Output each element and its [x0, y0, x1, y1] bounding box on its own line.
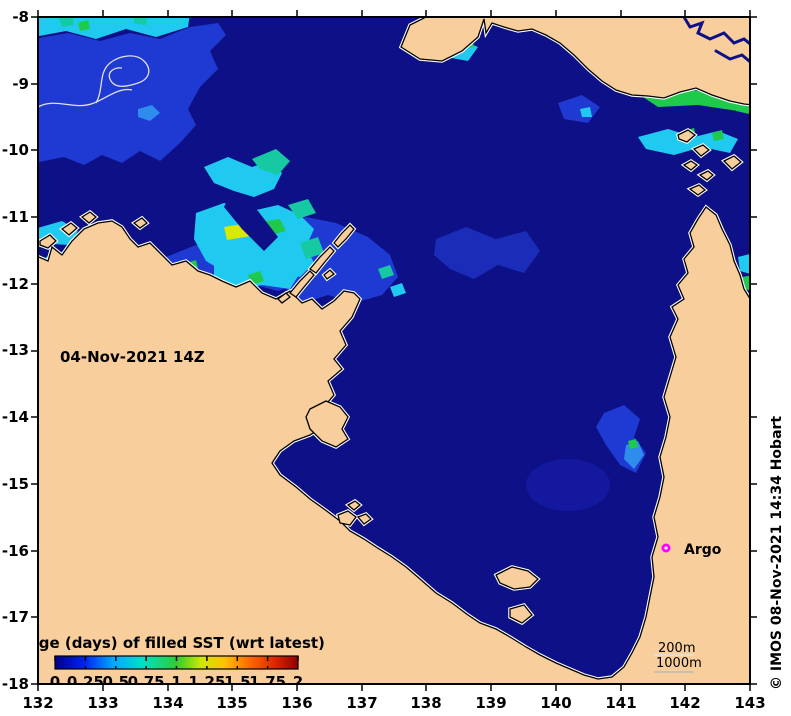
y-tick-label: -11: [2, 208, 29, 226]
depth-200m-label: 200m: [658, 641, 695, 656]
colorbar-tick-label: 1.25: [188, 673, 225, 691]
x-tick-label: 139: [475, 694, 506, 712]
sst-age-patches-bright-blue: [138, 105, 644, 469]
colorbar-tick-label: 0.5: [103, 673, 130, 691]
y-tick-label: -18: [2, 675, 29, 693]
x-tick-label: 136: [281, 694, 312, 712]
y-tick-label: -9: [12, 75, 29, 93]
x-tick-label: 132: [22, 694, 53, 712]
depth-1000m-label: 1000m: [656, 656, 702, 671]
colorbar-title: Age (days) of filled SST (wrt latest): [27, 634, 325, 652]
y-tick-label: -16: [2, 542, 29, 560]
y-tick-label: -15: [2, 475, 29, 493]
fly-river: [682, 17, 750, 64]
colorbar-tick-label: 0.25: [67, 673, 104, 691]
colorbar-tick-label: 2: [293, 673, 303, 691]
x-tick-label: 134: [152, 694, 183, 712]
x-axis: 132 133 134 135 136 137 138 139 140 141 …: [22, 694, 765, 712]
x-tick-label: 140: [540, 694, 571, 712]
date-label: 04-Nov-2021 14Z: [60, 348, 205, 366]
argo-marker-center: [664, 546, 668, 550]
y-tick-label: -14: [2, 408, 29, 426]
map-plot-area: 04-Nov-2021 14Z Argo 200m 1000m Age (day…: [27, 17, 750, 691]
y-axis: -8 -9 -10 -11 -12 -13 -14 -15 -16 -17 -1…: [2, 8, 29, 693]
x-tick-label: 135: [216, 694, 247, 712]
y-tick-label: -17: [2, 608, 29, 626]
ocean-wedge: [224, 191, 278, 251]
colorbar-frame: [54, 655, 299, 670]
sst-age-patch-soft: [526, 459, 610, 511]
bathymetry-contour-200m: [38, 55, 150, 108]
x-tick-label: 142: [669, 694, 700, 712]
colorbar-tick-label: 0: [50, 673, 60, 691]
colorbar-tick-label: 1: [171, 673, 181, 691]
colorbar: Age (days) of filled SST (wrt latest) 0 …: [27, 634, 325, 691]
argo-label: Argo: [684, 542, 722, 558]
credit-label: © IMOS 08-Nov-2021 14:34 Hobart: [769, 416, 785, 690]
colorbar-tick-label: 1.75: [249, 673, 286, 691]
x-tick-label: 141: [605, 694, 636, 712]
x-tick-label: 133: [87, 694, 118, 712]
x-tick-label: 143: [734, 694, 765, 712]
x-tick-label: 138: [410, 694, 441, 712]
y-tick-label: -13: [2, 341, 29, 359]
y-tick-label: -10: [2, 141, 29, 159]
colorbar-tick-label: 0.75: [128, 673, 165, 691]
y-tick-label: -12: [2, 275, 29, 293]
x-tick-label: 137: [346, 694, 377, 712]
colorbar-tick-label: 1.5: [224, 673, 251, 691]
sst-age-patches-medium-blue: [434, 227, 540, 279]
axis-ticks: [31, 10, 757, 691]
y-tick-label: -8: [12, 8, 29, 26]
